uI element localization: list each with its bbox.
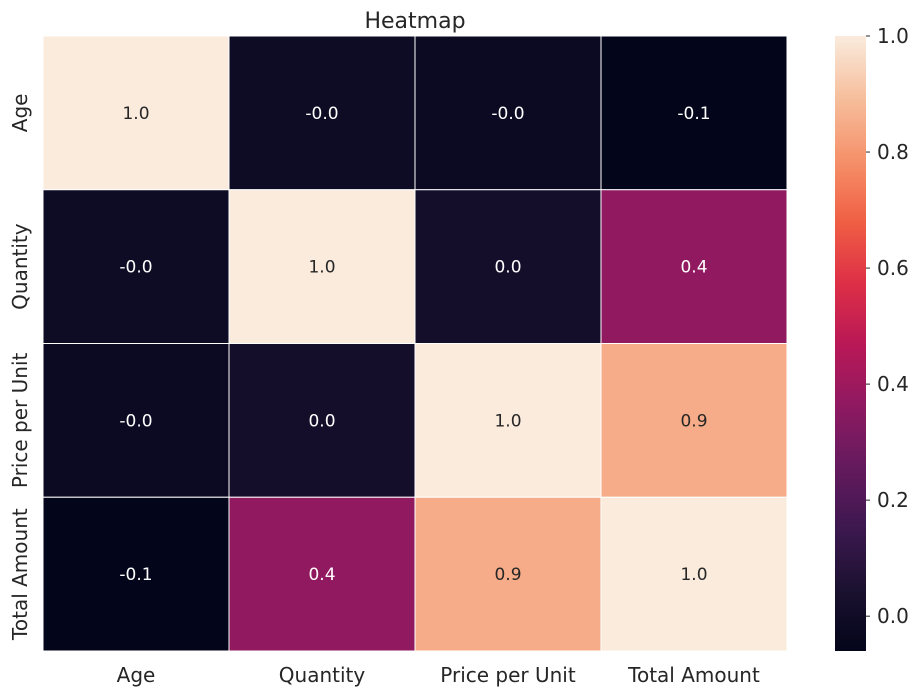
cell-value-label: -0.0 bbox=[119, 258, 152, 278]
cell-value-label: 0.9 bbox=[680, 411, 707, 431]
heatmap-cell-price-per-unit-quantity bbox=[228, 343, 416, 498]
cell-value-label: 0.0 bbox=[494, 258, 521, 278]
heatmap-cell-total-amount-total-amount bbox=[600, 496, 788, 652]
x-tick-label-quantity: Quantity bbox=[279, 663, 366, 687]
y-tick-label-price-per-unit: Price per Unit bbox=[8, 353, 32, 489]
colorbar-tick-label: 0.2 bbox=[877, 488, 909, 512]
x-tick-label-total-amount: Total Amount bbox=[627, 663, 760, 687]
colorbar-tick-labels: 0.0 0.2 0.4 0.6 0.8 1.0 bbox=[866, 24, 909, 628]
cell-value-label: 0.4 bbox=[308, 565, 335, 585]
heatmap-cell-total-amount-quantity bbox=[228, 496, 416, 652]
heatmap-cells bbox=[42, 35, 788, 652]
heatmap-cell-quantity-total-amount bbox=[600, 189, 788, 344]
heatmap-cell-age-price-per-unit bbox=[414, 35, 602, 191]
cell-value-label: 0.0 bbox=[308, 411, 335, 431]
cell-value-label: 1.0 bbox=[680, 565, 707, 585]
cell-value-label: 1.0 bbox=[308, 258, 335, 278]
heatmap-cell-age-quantity bbox=[228, 35, 416, 191]
y-axis-tick-labels: Age Quantity Price per Unit Total Amount bbox=[8, 94, 32, 641]
colorbar-tick-label: 0.0 bbox=[877, 604, 909, 628]
cell-value-label: 1.0 bbox=[122, 104, 149, 124]
heatmap-cell-price-per-unit-total-amount bbox=[600, 343, 788, 498]
x-axis-tick-labels: Age Quantity Price per Unit Total Amount bbox=[117, 663, 760, 687]
y-tick-label-quantity: Quantity bbox=[8, 223, 32, 310]
colorbar-tick-label: 1.0 bbox=[877, 24, 909, 48]
cell-value-label: -0.1 bbox=[119, 565, 152, 585]
cell-value-label: -0.0 bbox=[119, 411, 152, 431]
heatmap-cell-labels: 1.0 -0.0 -0.0 -0.1 -0.0 1.0 0.0 0.4 -0.0 0.0 1.0 0.… bbox=[119, 104, 710, 585]
cell-value-label: 1.0 bbox=[494, 411, 521, 431]
cell-value-label: -0.1 bbox=[677, 104, 710, 124]
heatmap-cell-quantity-price-per-unit bbox=[414, 189, 602, 344]
heatmap-cell-total-amount-price-per-unit bbox=[414, 496, 602, 652]
colorbar-tick-label: 0.6 bbox=[877, 256, 909, 280]
colorbar-tick-label: 0.4 bbox=[877, 372, 909, 396]
y-tick-label-age: Age bbox=[8, 94, 32, 133]
x-tick-label-price-per-unit: Price per Unit bbox=[440, 663, 576, 687]
heatmap-cell-total-amount-age bbox=[42, 496, 230, 652]
cell-value-label: 0.4 bbox=[680, 258, 707, 278]
cell-value-label: -0.0 bbox=[491, 104, 524, 124]
y-tick-label-total-amount: Total Amount bbox=[8, 508, 32, 641]
colorbar-tick-label: 0.8 bbox=[877, 140, 909, 164]
cell-value-label: 0.9 bbox=[494, 565, 521, 585]
heatmap-cell-quantity-age bbox=[42, 189, 230, 344]
x-tick-label-age: Age bbox=[117, 663, 156, 687]
cell-value-label: -0.0 bbox=[305, 104, 338, 124]
heatmap-cell-age-total-amount bbox=[600, 35, 788, 191]
heatmap-cell-age-age bbox=[42, 35, 230, 191]
heatmap-cell-quantity-quantity bbox=[228, 189, 416, 344]
colorbar bbox=[835, 36, 866, 651]
chart-title: Heatmap bbox=[364, 9, 465, 34]
